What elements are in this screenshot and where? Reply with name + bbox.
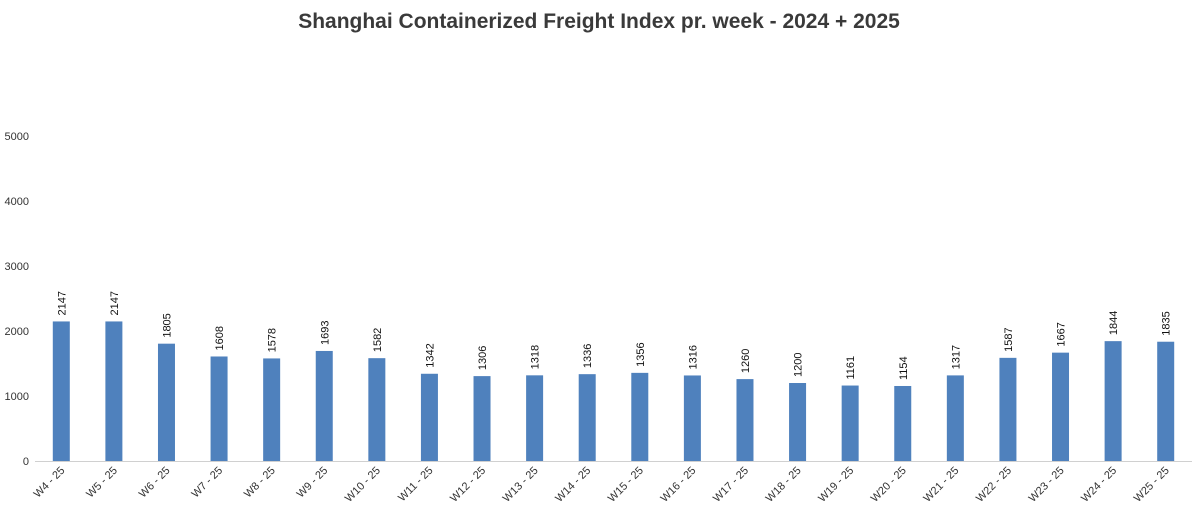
x-tick-label: W13 - 25 [501,465,541,505]
data-label: 1667 [1056,322,1068,346]
data-label: 1260 [740,349,752,373]
data-label: 1844 [1108,311,1120,335]
x-tick-label: W9 - 25 [295,465,331,501]
y-tick-label: 1000 [5,391,29,403]
bar [578,374,596,461]
bar [1052,352,1070,461]
y-tick-label: 4000 [5,196,29,208]
y-tick-label: 0 [23,456,29,468]
bar [736,379,754,461]
bar [420,373,438,461]
x-tick-label: W11 - 25 [396,465,435,504]
data-label: 1608 [214,326,226,350]
bar [315,350,333,461]
x-tick-label: W24 - 25 [1079,465,1119,505]
x-tick-label: W19 - 25 [816,465,856,505]
bar [999,357,1017,461]
bar-series [52,321,1175,461]
bar [473,376,491,461]
y-axis: 0 1000 2000 3000 4000 5000 [5,131,29,468]
bar [105,321,123,461]
data-label: 1316 [687,345,699,369]
y-tick-label: 5000 [5,131,29,143]
x-tick-label: W16 - 25 [658,465,698,505]
data-label: 1317 [950,345,962,369]
data-label: 1306 [477,346,489,370]
x-tick-label: W6 - 25 [137,465,173,501]
data-label: 1578 [267,328,279,352]
data-label: 2147 [56,291,68,315]
data-label: 1805 [161,313,173,337]
bar [789,383,807,461]
data-label: 1356 [635,342,647,366]
x-tick-label: W14 - 25 [553,465,593,505]
y-tick-label: 3000 [5,261,29,273]
data-label: 1693 [319,320,331,344]
x-tick-label: W20 - 25 [869,465,909,505]
bar [52,321,70,461]
x-tick-label: W12 - 25 [448,465,488,505]
data-label: 1336 [582,344,594,368]
y-tick-label: 2000 [5,326,29,338]
data-label: 1342 [424,343,436,367]
x-tick-label: W21 - 25 [921,465,961,505]
x-tick-label: W25 - 25 [1132,465,1172,505]
x-tick-label: W17 - 25 [711,465,751,505]
x-tick-label: W15 - 25 [606,465,646,505]
x-tick-label: W5 - 25 [84,465,120,501]
data-labels: 2147 2147 1805 1608 1578 1693 1582 1342 1306 1318… [56,291,1172,380]
bar [683,375,701,461]
chart-title: Shanghai Containerized Freight Index pr.… [298,10,900,33]
data-label: 1318 [530,345,542,369]
bar [210,356,228,461]
x-axis: W4 - 25 W5 - 25 W6 - 25 W7 - 25 W8 - 25 W9 - … [32,461,1192,505]
bar [526,375,544,461]
bar [1157,341,1175,461]
x-tick-label: W18 - 25 [764,465,804,505]
bar [1104,341,1122,461]
bar [894,385,912,461]
data-label: 1161 [845,356,857,380]
data-label: 1835 [1161,311,1173,335]
bar [946,375,964,461]
data-label: 1154 [898,356,910,380]
x-tick-label: W22 - 25 [974,465,1014,505]
x-tick-label: W4 - 25 [32,465,68,501]
bar [157,343,175,461]
x-tick-label: W23 - 25 [1027,465,1067,505]
bar [263,358,281,461]
bar [631,372,649,461]
x-tick-label: W10 - 25 [343,465,383,505]
x-tick-label: W8 - 25 [242,465,278,501]
bar [841,385,859,461]
x-tick-label: W7 - 25 [189,465,225,501]
data-label: 1200 [793,353,805,377]
data-label: 2147 [109,291,121,315]
bar [368,358,386,461]
data-label: 1582 [372,328,384,352]
data-label: 1587 [1003,327,1015,351]
